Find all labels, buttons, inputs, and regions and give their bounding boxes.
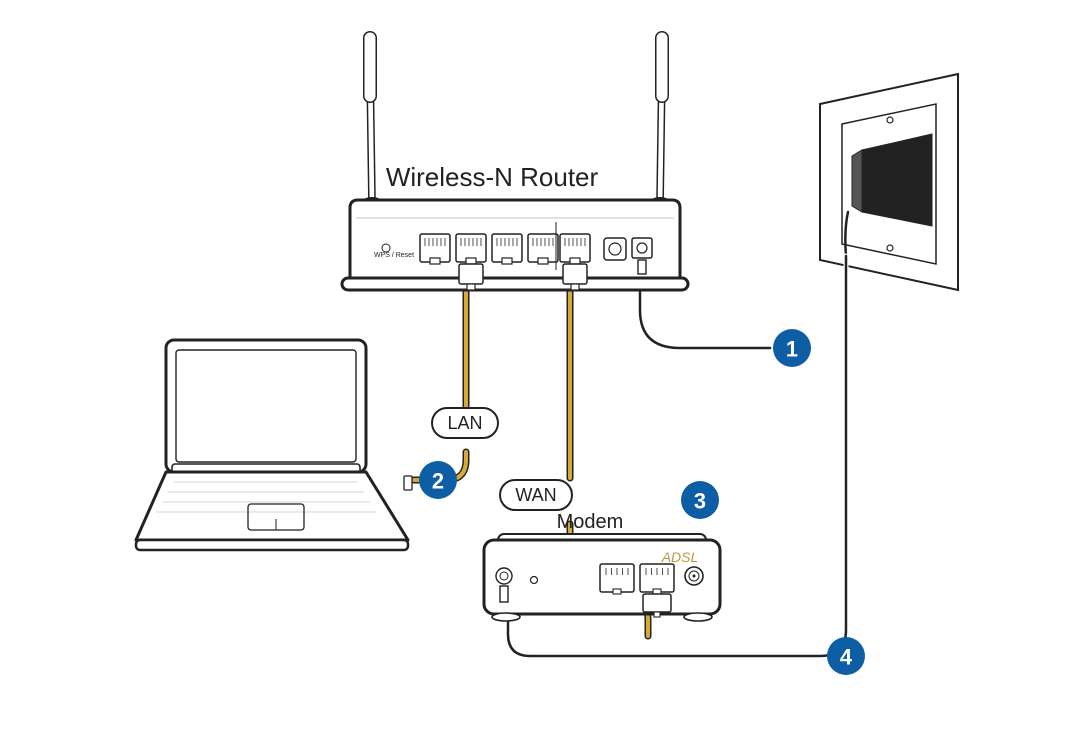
modem-port-4 [640, 564, 674, 617]
router-port-1 [420, 234, 450, 264]
wan-plug-router [563, 264, 587, 284]
svg-text:4: 4 [840, 645, 853, 670]
modem: ADSL [484, 534, 720, 621]
lan-cable-outline [414, 288, 466, 480]
lan-label: LAN [447, 413, 482, 433]
step-badge-3: 3 [681, 481, 719, 519]
router-port-2 [456, 234, 486, 290]
wps-reset-label: WPS / Reset [374, 252, 414, 259]
svg-text:3: 3 [694, 489, 706, 514]
step-badge-2: 2 [419, 461, 457, 499]
wan-plug-modem [643, 594, 671, 612]
wall-outlet [820, 74, 958, 290]
modem-brand-text: ADSL [661, 549, 699, 565]
router-antenna-1 [360, 38, 384, 214]
modem-power-plug [500, 586, 508, 602]
router-port-4 [528, 234, 558, 264]
laptop [136, 340, 412, 550]
router-port-3 [492, 234, 522, 264]
router-title: Wireless-N Router [386, 162, 599, 192]
modem-title: Modem [557, 511, 624, 533]
step-badge-1: 1 [773, 329, 811, 367]
step-badge-4: 4 [827, 637, 865, 675]
modem-port-3 [600, 564, 634, 594]
svg-text:2: 2 [432, 469, 444, 494]
wan-label: WAN [515, 485, 556, 505]
router-antenna-2 [648, 38, 672, 214]
router-port-5 [560, 234, 590, 290]
laptop-ethernet-port [404, 476, 412, 490]
svg-text:1: 1 [786, 337, 798, 362]
router-power-plug [638, 260, 646, 274]
lan-plug-router [459, 264, 483, 284]
lan-cable [414, 288, 466, 480]
